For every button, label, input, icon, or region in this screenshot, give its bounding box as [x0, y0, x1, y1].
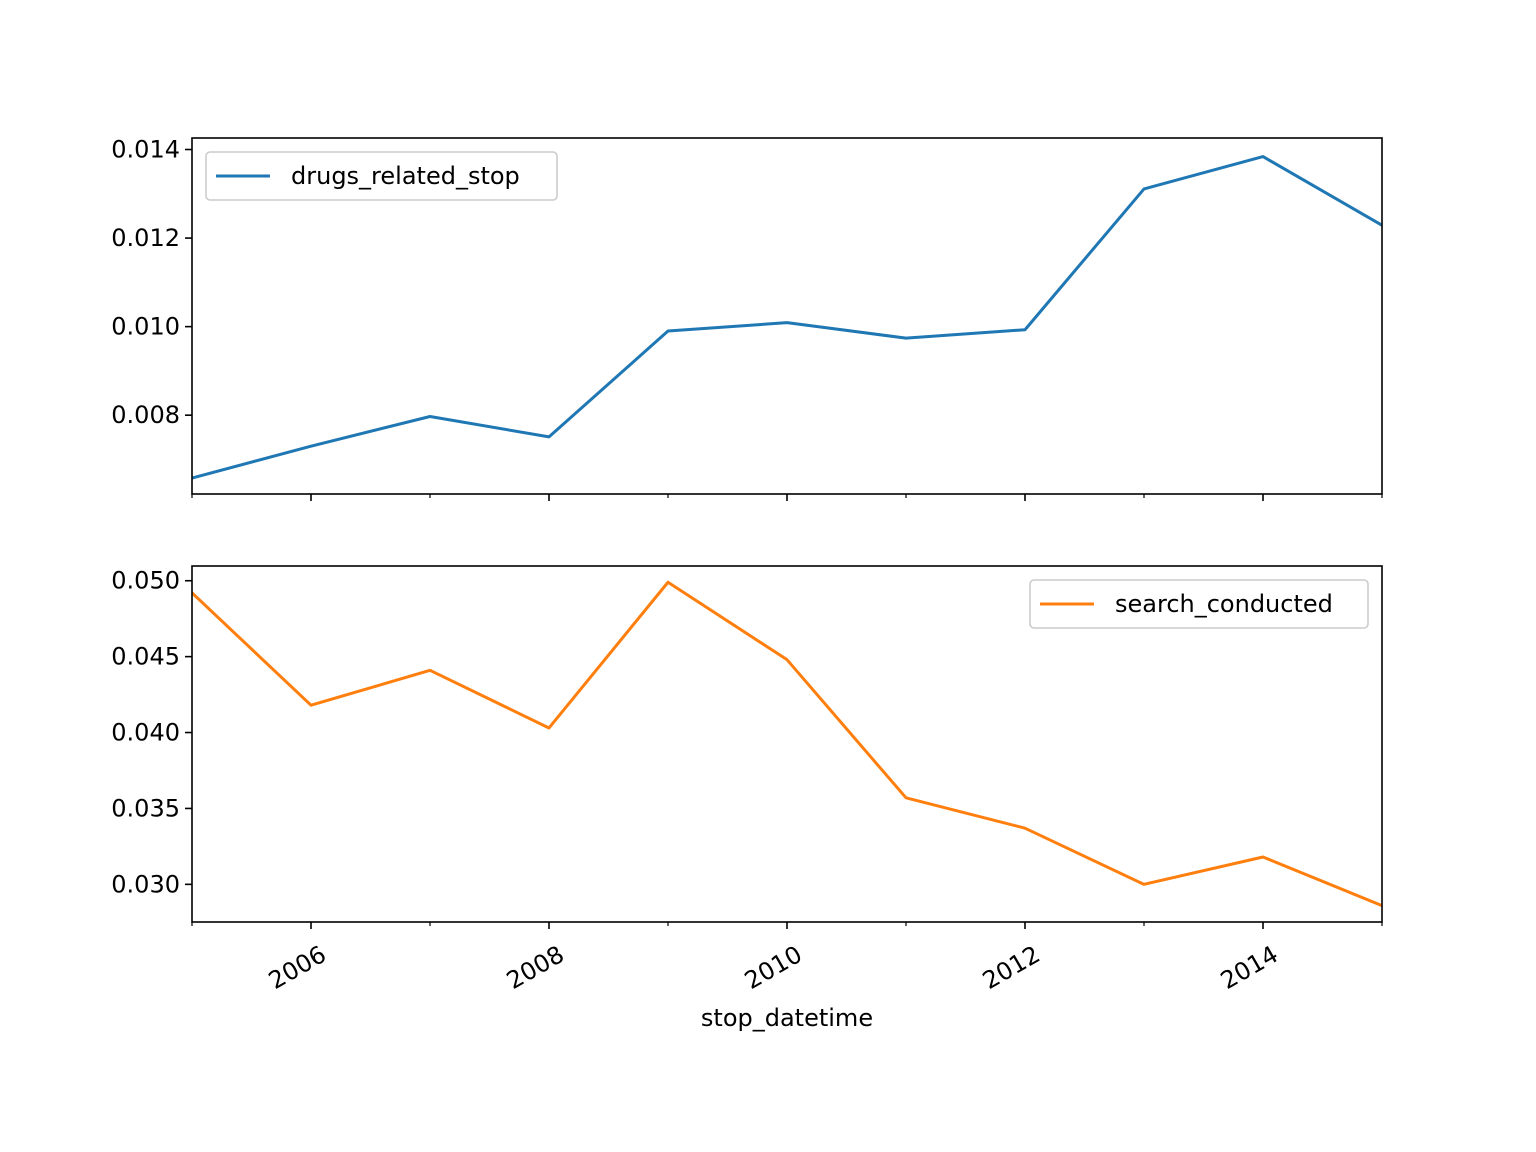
y-tick-label: 0.030 — [111, 870, 180, 898]
y-tick-label: 0.050 — [111, 567, 180, 595]
y-tick-label: 0.014 — [111, 136, 180, 164]
y-tick-label: 0.040 — [111, 719, 180, 747]
series-line-drugs_related_stop — [192, 155, 1382, 480]
y-tick-label: 0.045 — [111, 643, 180, 671]
legend-box — [1029, 579, 1369, 629]
legend-box — [205, 151, 558, 201]
series-line-search_conducted — [192, 580, 1382, 908]
x-axis-label: stop_datetime — [701, 1004, 873, 1032]
legend-label: search_conducted — [1115, 590, 1333, 618]
y-tick-label: 0.012 — [111, 224, 180, 252]
top-subplot: 0.008 0.010 0.012 0.014 drugs_related_stop — [111, 136, 1383, 501]
legend-label: drugs_related_stop — [291, 162, 520, 190]
legend: drugs_related_stop — [205, 151, 558, 201]
y-tick-label: 0.035 — [111, 794, 180, 822]
y-tick-label: 0.008 — [111, 401, 180, 429]
legend: search_conducted — [1029, 579, 1369, 629]
y-tick-label: 0.010 — [111, 313, 180, 341]
